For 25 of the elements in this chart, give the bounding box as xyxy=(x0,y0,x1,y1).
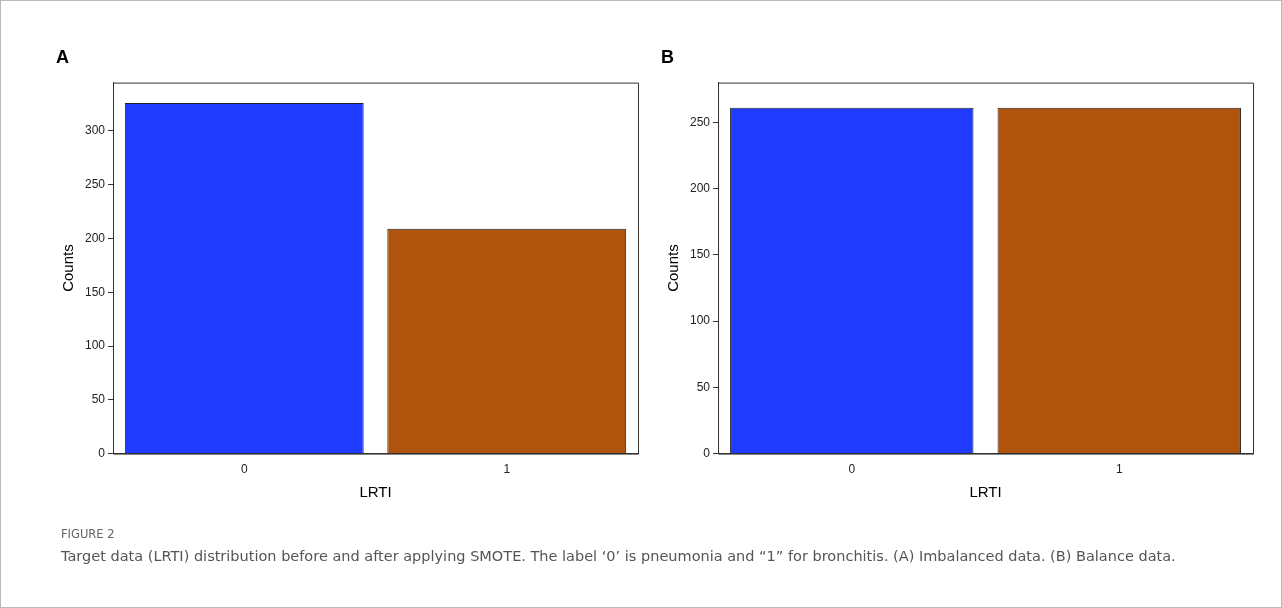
y-tick-label: 100 xyxy=(689,313,711,328)
y-tick-label: 200 xyxy=(84,230,106,245)
text: Target data (LRTI) distribution before and after applying SMOTE. The label ‘0’ is pneumonia and “1” for bronchitis. (A) Imbalanced data. (B) Balance data. xyxy=(61,547,1177,566)
chart-title: A xyxy=(56,46,69,67)
x-tick-label: 0 xyxy=(240,462,248,477)
y-axis-title: Counts xyxy=(664,244,682,292)
y-tick-label: 250 xyxy=(689,114,711,129)
x-tick-label: 1 xyxy=(1115,462,1123,477)
x-axis-title: LRTI xyxy=(969,483,1002,501)
y-tick-label: 300 xyxy=(84,123,106,138)
y-tick-label: 200 xyxy=(689,180,711,195)
x-axis-title: LRTI xyxy=(359,483,392,501)
y-tick-label: 50 xyxy=(91,392,106,407)
chart-title: B xyxy=(661,46,674,67)
y-tick-label: 250 xyxy=(84,177,106,192)
x-tick-label: 1 xyxy=(503,462,511,477)
y-tick-label: 0 xyxy=(703,445,711,460)
caption: FIGURE 2 xyxy=(61,526,116,543)
y-tick-label: 150 xyxy=(689,247,711,262)
y-tick-label: 150 xyxy=(84,284,106,299)
y-axis-title: Counts xyxy=(59,244,77,292)
y-tick-label: 100 xyxy=(84,338,106,353)
y-tick-label: 50 xyxy=(696,379,711,394)
y-tick-label: 0 xyxy=(98,445,106,460)
x-tick-label: 0 xyxy=(848,462,856,477)
